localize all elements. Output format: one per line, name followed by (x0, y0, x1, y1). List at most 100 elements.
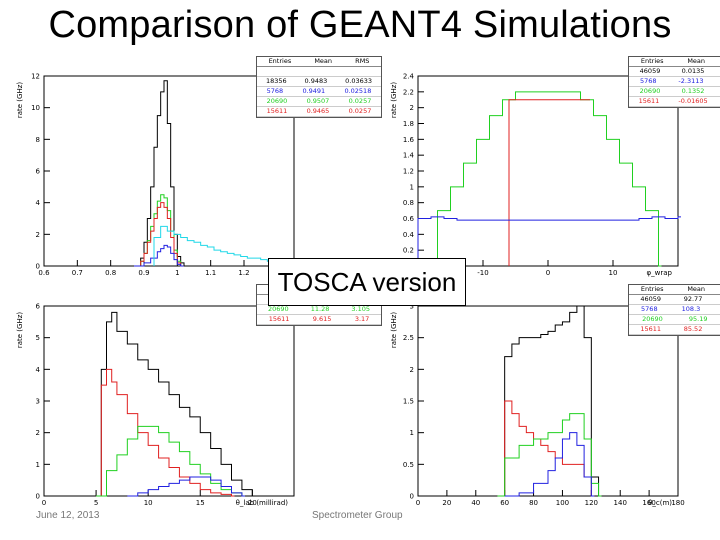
y-tick-label: 8 (36, 136, 40, 144)
stats-cell-entries: 15611 (640, 325, 662, 333)
y-tick-label: 0.5 (403, 461, 414, 469)
x-tick-label: 0.8 (105, 269, 116, 277)
stats-cell-mean: 0.9507 (306, 97, 330, 105)
stats-cell-rms: 3.17 (354, 315, 370, 323)
series-line-blue (504, 432, 595, 497)
y-tick-label: 2.2 (403, 88, 414, 96)
footer-date: June 12, 2013 (36, 510, 100, 521)
stats-cell-entries: 46059 (639, 67, 661, 75)
stats-cell-rms: 0.0257 (348, 97, 372, 105)
x-tick-label: 10 (609, 269, 618, 277)
x-tick-label: -10 (477, 269, 488, 277)
stats-cell-rms: 0.0257 (348, 107, 372, 115)
stats-cell-entries: 5768 (639, 77, 657, 85)
y-tick-label: 1 (410, 429, 414, 437)
stats-cell-mean: 92.77 (683, 295, 703, 303)
stats-header-cell: Mean (687, 57, 706, 65)
y-tick-label: 0.6 (403, 215, 415, 223)
x-tick-label: 1 (175, 269, 179, 277)
y-tick-label: 2.5 (403, 334, 414, 342)
stats-cell-mean: 95.19 (688, 315, 708, 323)
stats-header-cell: Entries (268, 57, 292, 65)
stats-cell-entries: 20690 (268, 305, 289, 313)
y-axis-label: rate (GHz) (390, 312, 398, 349)
stats-row (257, 67, 381, 77)
series-line-red (497, 400, 595, 497)
stats-cell-entries: 15611 (268, 315, 290, 323)
stats-cell-mean: 108.3 (681, 305, 701, 313)
stats-row: 15611 0.9465 0.0257 (257, 107, 381, 117)
y-tick-label: 0.2 (403, 247, 414, 255)
page-title: Comparison of GEANT4 Simulations (48, 4, 672, 46)
chart-panel-bottom-left: 0 1 2 3 4 5 6 0 5 10 15 20 rate (GHz) θ_lab (millirad… (0, 284, 382, 507)
x-tick-label: 0 (416, 499, 420, 507)
chart-panel-top-left: 0 2 4 6 8 10 12 0.6 0.7 0.8 0.9 1 1.1 1.2 rate (GHz) En… (0, 56, 382, 277)
stats-cell-entries: 5768 (641, 305, 658, 313)
x-axis-label: φ_wrap (647, 269, 673, 277)
x-tick-label: 160 (642, 499, 655, 507)
stats-cell-entries: 46059 (640, 295, 662, 303)
chart-svg: 0 0.5 1 1.5 2 2.5 3 0 20 40 60 80 100 120 140 160 180 rat… (390, 303, 685, 508)
stats-box: Entries Mean RMS 18356 0.9483 0.03633 5768 0.9… (256, 56, 382, 118)
x-tick-label: 1.2 (238, 269, 249, 277)
y-tick-label: 1 (410, 183, 414, 191)
y-tick-label: 0 (36, 263, 40, 271)
x-tick-label: 20 (248, 499, 257, 507)
series-line-red (134, 202, 184, 267)
stats-header-cell: Entries (640, 57, 664, 65)
y-tick-label: 1 (36, 461, 40, 469)
stats-cell-rms: 3.105 (351, 305, 370, 313)
series-line-green (497, 413, 602, 497)
stats-cell-mean: 0.9491 (302, 87, 326, 95)
stats-cell-entries: 5768 (266, 87, 284, 95)
stats-cell-entries: 20690 (639, 87, 661, 95)
y-tick-label: 2 (36, 429, 40, 437)
stats-row: 20690 11.28 3.105 (257, 305, 381, 315)
y-tick-label: 2 (36, 231, 40, 239)
y-tick-label: 2.4 (403, 73, 415, 81)
stats-cell-mean: 0.9483 (304, 77, 328, 85)
series-line-cyan (153, 225, 284, 266)
series-line-blue (127, 476, 245, 497)
x-tick-label: 140 (614, 499, 627, 507)
series-line-green (96, 425, 245, 497)
series-line-black (497, 305, 602, 497)
x-tick-label: 0.6 (38, 269, 50, 277)
series-line-blue (417, 216, 681, 266)
x-tick-label: 5 (94, 499, 98, 507)
y-axis-label: rate (GHz) (16, 312, 24, 349)
stats-cell-mean: 11.28 (310, 305, 330, 313)
y-tick-label: 0 (36, 493, 40, 501)
chart-svg: 0.2 0.4 0.6 0.8 1 1.2 1.4 1.6 1.8 2 2.2 2.4 -10 0 10 ra… (390, 73, 681, 277)
y-tick-label: 3 (36, 398, 40, 406)
stats-cell-rms: 0.02518 (344, 87, 372, 95)
chart-panel-top-right: 0.2 0.4 0.6 0.8 1 1.2 1.4 1.6 1.8 2 2.2 2.4 -10 0 10 ra… (382, 56, 720, 277)
series-line-black (134, 80, 187, 267)
stats-cell-mean: 85.52 (683, 325, 703, 333)
stats-cell-entries: 15611 (266, 107, 288, 115)
x-tick-label: 0.7 (72, 269, 83, 277)
stats-row: 15611-0.016053.741 (629, 97, 720, 107)
stats-cell-entries: 15611 (638, 97, 660, 105)
y-tick-label: 0.4 (403, 231, 415, 239)
x-tick-label: 40 (471, 499, 480, 507)
y-tick-label: 10 (31, 104, 40, 112)
stats-cell-mean: 0.0135 (681, 67, 705, 75)
x-tick-label: 180 (671, 499, 684, 507)
stats-cell-rms: 0.03633 (345, 77, 373, 85)
series-line-blue (134, 244, 184, 267)
stats-cell-mean: 0.9465 (306, 107, 330, 115)
chart-svg: 0 2 4 6 8 10 12 0.6 0.7 0.8 0.9 1 1.1 1.2 rate (GHz) (16, 73, 295, 277)
x-tick-label: 100 (556, 499, 569, 507)
footer-group: Spectrometer Group (312, 510, 403, 521)
chart-svg: 0 1 2 3 4 5 6 0 5 10 15 20 rate (GHz) θ_lab (millirad… (16, 303, 295, 507)
stats-cell-entries: 18356 (265, 77, 287, 85)
y-tick-label: 1.5 (403, 398, 414, 406)
y-axis-label: rate (GHz) (390, 82, 398, 119)
y-tick-label: 6 (36, 168, 41, 176)
x-tick-label: 0.9 (138, 269, 149, 277)
